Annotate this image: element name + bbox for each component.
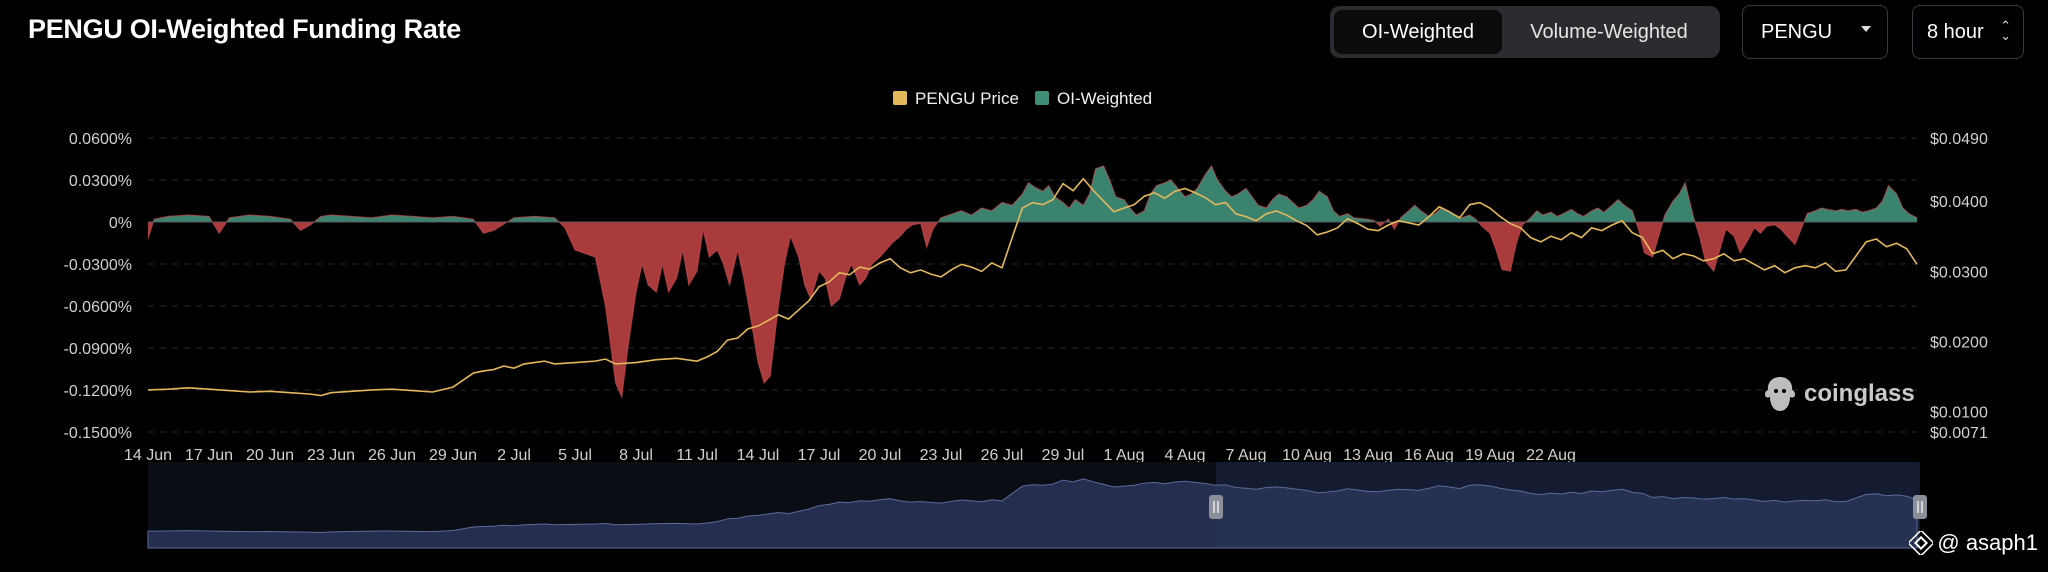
y-right-tick-label: $0.0300: [1930, 264, 1988, 281]
x-tick-label: 20 Jun: [246, 447, 294, 464]
x-tick-label: 29 Jul: [1042, 447, 1085, 464]
chart-legend: PENGU Price OI-Weighted: [893, 89, 1152, 108]
range-navigator[interactable]: [147, 462, 1927, 549]
credit: @ asaph1: [1909, 530, 2038, 556]
page-title: PENGU OI-Weighted Funding Rate: [28, 14, 461, 44]
y-axis-left: 0.0600% 0.0300% 0% -0.0300% -0.0600% -0.0900%…: [64, 131, 133, 442]
price-line: [147, 177, 1918, 397]
navigator-series: [147, 478, 1918, 549]
x-tick-label: 20 Jul: [859, 447, 902, 464]
x-tick-label: 22 Aug: [1526, 447, 1576, 464]
pause-handle-icon[interactable]: [1913, 495, 1927, 519]
x-tick-label: 2 Jul: [497, 447, 531, 464]
chevron-down-icon: [1861, 26, 1871, 32]
x-tick-label: 16 Aug: [1404, 447, 1454, 464]
y-right-tick-label: $0.0200: [1930, 334, 1988, 351]
up-down-icon: ⌃ ⌄: [2000, 18, 2011, 43]
credit-text: @ asaph1: [1937, 530, 2038, 555]
x-tick-label: 5 Jul: [558, 447, 592, 464]
legend-label-oi[interactable]: OI-Weighted: [1057, 89, 1152, 108]
chart-grid: [148, 137, 1917, 433]
y-right-tick-label: $0.0490: [1930, 131, 1988, 148]
y-left-tick-label: -0.1200%: [64, 383, 133, 400]
legend-swatch-price: [893, 91, 907, 105]
y-left-tick-label: -0.0600%: [64, 299, 133, 316]
funding-rate-line: [147, 164, 1918, 400]
x-tick-label: 14 Jun: [124, 447, 172, 464]
y-left-tick-label: 0.0600%: [69, 131, 132, 148]
negative-funding-area: [148, 222, 1917, 397]
y-axis-right: $0.0490 $0.0400 $0.0300 $0.0200 $0.0100 $0.00…: [1930, 131, 1988, 442]
y-right-tick-label: $0.0071: [1930, 425, 1988, 442]
y-right-tick-label: $0.0400: [1930, 194, 1988, 211]
y-left-tick-label: 0.0300%: [69, 173, 132, 190]
legend-label-price[interactable]: PENGU Price: [915, 89, 1019, 108]
x-axis: 14 Jun 17 Jun 20 Jun 23 Jun 26 Jun 29 Jun 2 Ju…: [124, 447, 1576, 464]
binance-diamond-icon: [1909, 531, 1934, 555]
y-left-tick-label: -0.1500%: [64, 425, 133, 442]
x-tick-label: 8 Jul: [619, 447, 653, 464]
x-tick-label: 7 Aug: [1226, 447, 1267, 464]
coin-select-value: PENGU: [1761, 20, 1833, 43]
x-tick-label: 23 Jun: [307, 447, 355, 464]
positive-funding-area: [148, 166, 1917, 222]
coinglass-watermark: coinglass: [1762, 375, 1915, 413]
x-tick-label: 14 Jul: [737, 447, 780, 464]
x-tick-label: 17 Jul: [798, 447, 841, 464]
x-tick-label: 13 Aug: [1343, 447, 1393, 464]
interval-select-value: 8 hour: [1927, 20, 1984, 43]
y-left-tick-label: -0.0900%: [64, 341, 133, 358]
watermark-text: coinglass: [1804, 380, 1915, 407]
range-handle: [1209, 495, 1223, 519]
weighting-toggle: OI-Weighted Volume-Weighted: [1330, 6, 1720, 58]
x-tick-label: 11 Jul: [676, 447, 718, 464]
funding-rate-areas: [147, 164, 1918, 400]
x-tick-label: 19 Aug: [1465, 447, 1515, 464]
range-handle: [1913, 495, 1927, 519]
x-tick-label: 10 Aug: [1282, 447, 1332, 464]
price-series: [147, 177, 1918, 397]
x-tick-label: 26 Jun: [368, 447, 416, 464]
x-tick-label: 29 Jun: [429, 447, 477, 464]
navigator-selection: [1216, 462, 1920, 548]
legend-swatch-oi: [1035, 91, 1049, 105]
y-right-tick-label: $0.0100: [1930, 405, 1988, 422]
coinglass-logo-icon: [1764, 377, 1796, 411]
x-tick-label: 17 Jun: [185, 447, 233, 464]
tab-volume-weighted[interactable]: Volume-Weighted: [1530, 20, 1688, 43]
pause-handle-icon[interactable]: [1209, 495, 1223, 519]
navigator-background: [148, 462, 1917, 548]
x-tick-label: 1 Aug: [1104, 447, 1145, 464]
interval-select[interactable]: 8 hour ⌃ ⌄: [1912, 5, 2024, 59]
x-tick-label: 23 Jul: [920, 447, 963, 464]
y-left-tick-label: 0%: [109, 215, 132, 232]
coin-select[interactable]: PENGU: [1742, 5, 1888, 59]
tab-oi-weighted[interactable]: OI-Weighted: [1334, 10, 1502, 54]
x-tick-label: 4 Aug: [1165, 447, 1206, 464]
x-tick-label: 26 Jul: [981, 447, 1024, 464]
y-left-tick-label: -0.0300%: [64, 257, 133, 274]
